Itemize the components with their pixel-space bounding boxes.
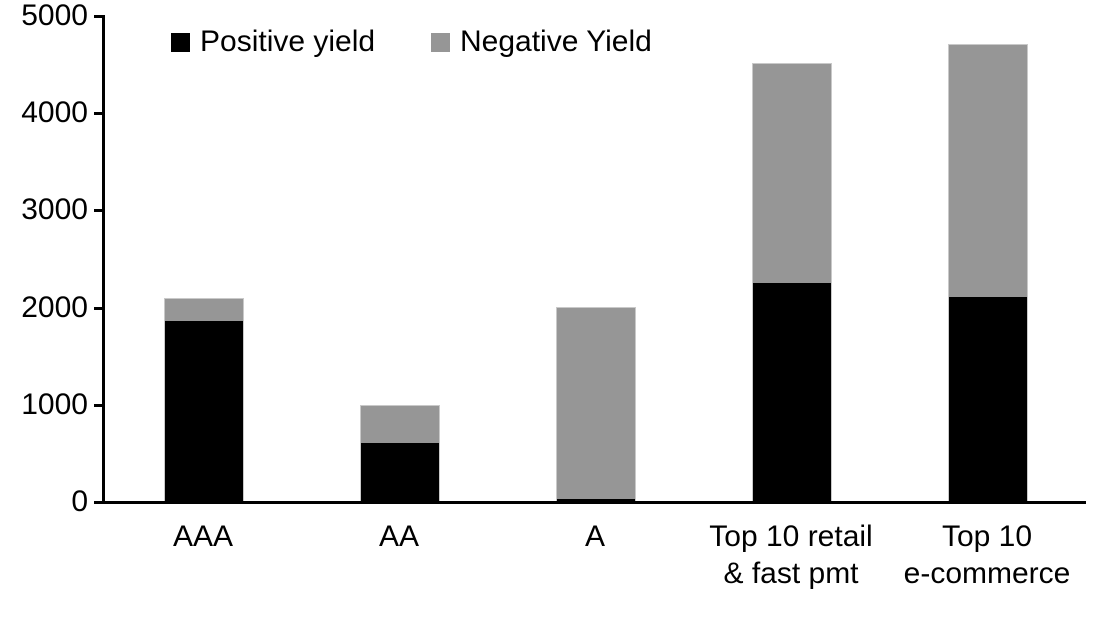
bar-segment-negative-yield-aaa [165,299,243,321]
bar-segment-positive-yield-aaa [165,321,243,503]
y-axis-tick [94,403,105,407]
y-axis-tick [94,306,105,310]
bar-segment-negative-yield-a [557,308,635,499]
y-axis-tick [94,112,105,116]
bar-a [556,307,636,503]
y-axis-line [102,15,105,504]
y-axis-tick-label: 3000 [21,193,88,227]
bar-segment-negative-yield-top-10-e-commerce [949,45,1027,297]
y-axis-tick-label: 4000 [21,96,88,130]
x-axis-label-aa: AA [378,520,420,553]
y-axis-tick [94,209,105,213]
legend-item-negative-yield: Negative Yield [431,27,652,57]
bar-aa [360,405,440,503]
legend-label-negative-yield: Negative Yield [460,25,652,58]
bar-segment-negative-yield-aa [361,406,439,443]
bar-segment-negative-yield-top-10-retail-fast-pmt [753,64,831,283]
negative-yield-swatch-icon [431,32,450,52]
bar-segment-positive-yield-top-10-retail-fast-pmt [753,283,831,503]
y-axis-tick-label: 5000 [21,0,88,32]
legend-item-positive-yield: Positive yield [171,27,375,57]
y-axis-tick-label: 0 [71,485,88,518]
x-axis-line [102,501,1086,504]
positive-yield-swatch-icon [171,32,190,52]
x-axis-label-top-10-retail-fast-pmt: Top 10 retail & fast pmt [709,520,873,590]
bar-segment-positive-yield-aa [361,443,439,503]
y-axis-tick [94,15,105,18]
bar-top-10-retail-fast-pmt [752,63,832,503]
x-axis-label-top-10-e-commerce: Top 10 e-commerce [903,520,1071,590]
bar-segment-positive-yield-top-10-e-commerce [949,297,1027,503]
x-axis-label-a: A [584,520,605,553]
bar-top-10-e-commerce [948,44,1028,503]
legend-label-positive-yield: Positive yield [200,25,376,58]
x-axis-label-aaa: AAA [172,520,234,553]
bar-aaa [164,298,244,503]
y-axis-tick-label: 2000 [21,290,88,324]
y-axis-tick [94,501,105,504]
y-axis-tick-label: 1000 [21,387,88,421]
